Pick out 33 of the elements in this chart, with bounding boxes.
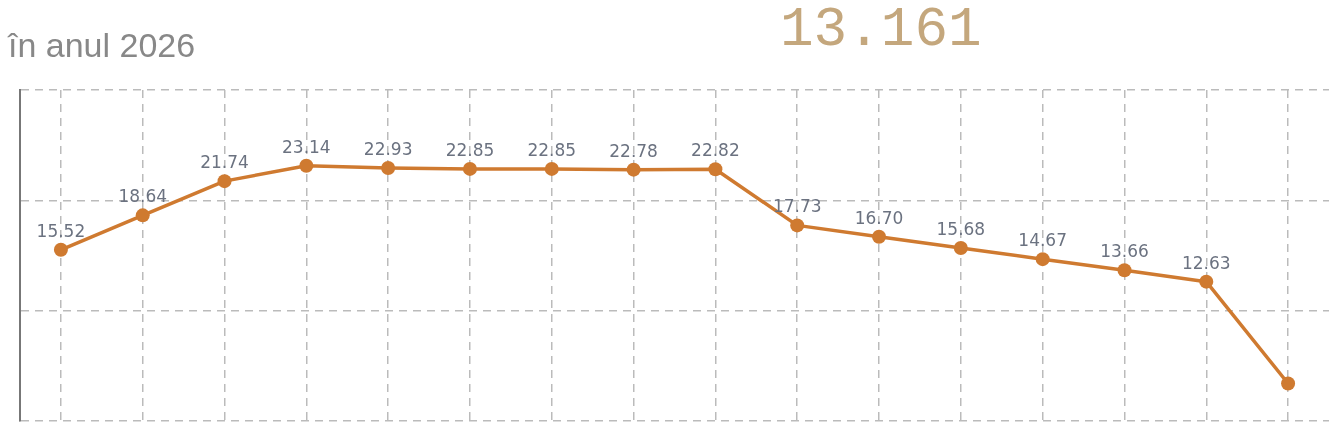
- data-label: 15.68: [936, 218, 986, 239]
- point: [544, 161, 559, 176]
- point: [135, 208, 150, 223]
- data-label: 23.14: [282, 136, 331, 157]
- data-label: 15.52: [36, 220, 86, 241]
- data-label: 21.74: [200, 152, 249, 173]
- data-label: 12.63: [1181, 252, 1231, 273]
- point: [381, 161, 396, 176]
- point: [53, 242, 68, 257]
- data-label: 14.67: [1018, 230, 1067, 251]
- point: [953, 241, 968, 255]
- chart-title: 13.161: [780, 0, 982, 62]
- data-label: 22.93: [363, 138, 413, 159]
- data-label: 17.73: [772, 196, 822, 217]
- data-label: 13.66: [1100, 241, 1149, 262]
- data-label: 22.82: [691, 140, 740, 161]
- point: [462, 161, 477, 176]
- point: [1117, 263, 1132, 278]
- data-label: 22.78: [609, 140, 658, 161]
- data-label: 16.70: [854, 207, 904, 228]
- point: [299, 158, 314, 173]
- point: [872, 229, 887, 244]
- point: [217, 174, 232, 189]
- point: [708, 162, 723, 177]
- data-label: 18.64: [118, 186, 168, 207]
- point: [1199, 274, 1214, 289]
- chart-subtitle: în anul 2026: [8, 26, 196, 65]
- point: [626, 162, 641, 177]
- point: [790, 218, 805, 233]
- data-label: 22.85: [445, 139, 495, 160]
- point: [1035, 252, 1050, 267]
- point: [1281, 376, 1296, 391]
- data-label: 22.85: [527, 139, 577, 160]
